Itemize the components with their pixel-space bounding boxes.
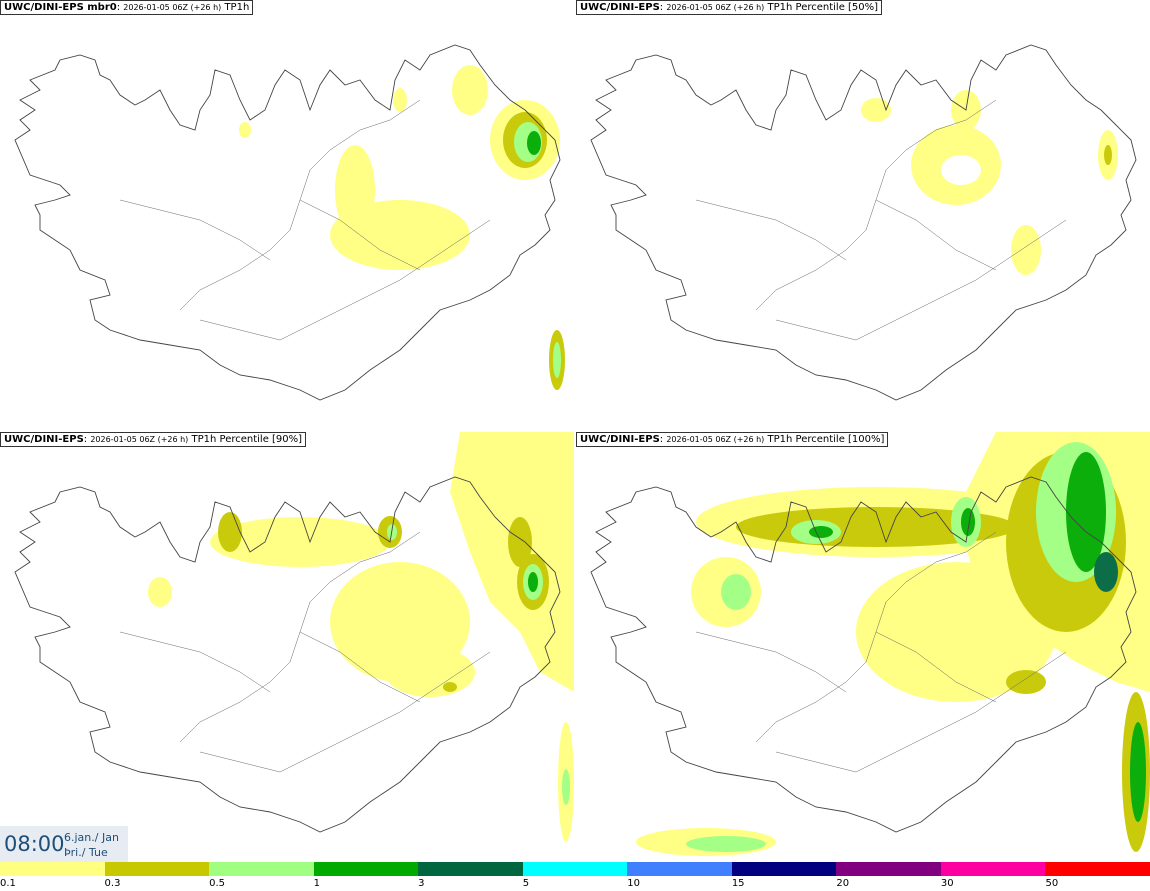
legend-swatch xyxy=(418,862,524,876)
precip-legend: 0.1 0.3 0.5 1 3 5 10 15 20 30 50 xyxy=(0,862,1150,891)
legend-swatch xyxy=(209,862,315,876)
field-name: TP1h xyxy=(224,2,250,13)
model-name: UWC/DINI-EPS xyxy=(4,434,84,445)
legend-label: 20 xyxy=(836,878,850,889)
valid-date-line1: 6.jan./ Jan xyxy=(64,831,119,844)
legend-label: 0.1 xyxy=(0,878,16,889)
panel-title: UWC/DINI-EPS mbr0: 2026-01-05 06Z (+26 h… xyxy=(0,0,254,15)
run-time: 2026-01-05 06Z (+26 h) xyxy=(90,435,189,444)
field-name: TP1h Percentile [100%] xyxy=(767,434,885,445)
field-name: TP1h Percentile [50%] xyxy=(767,2,879,13)
run-time: 2026-01-05 06Z (+26 h) xyxy=(123,3,222,12)
precip-map xyxy=(14,44,565,401)
valid-date-line2: Þri./ Tue xyxy=(64,846,108,859)
run-time: 2026-01-05 06Z (+26 h) xyxy=(666,3,765,12)
panel-title: UWC/DINI-EPS: 2026-01-05 06Z (+26 h) TP1… xyxy=(576,0,883,15)
panel-title: UWC/DINI-EPS: 2026-01-05 06Z (+26 h) TP1… xyxy=(0,432,307,447)
legend-swatch xyxy=(0,862,106,876)
valid-time-box: 08:00 6.jan./ Jan Þri./ Tue xyxy=(0,826,128,862)
panel-divider xyxy=(574,0,576,862)
legend-swatch xyxy=(627,862,733,876)
model-name: UWC/DINI-EPS xyxy=(580,2,660,13)
legend-label: 5 xyxy=(522,878,530,889)
legend-swatch xyxy=(836,862,942,876)
legend-label: 0.3 xyxy=(104,878,121,889)
legend-swatch xyxy=(313,862,420,876)
precip-map xyxy=(590,44,1137,401)
map-panel-mbr0: UWC/DINI-EPS mbr0: 2026-01-05 06Z (+26 h… xyxy=(0,0,574,430)
map-panel-p50: UWC/DINI-EPS: 2026-01-05 06Z (+26 h) TP1… xyxy=(576,0,1150,430)
precip-map xyxy=(14,432,574,842)
field-name: TP1h Percentile [90%] xyxy=(191,434,303,445)
legend-swatch xyxy=(522,862,629,876)
model-name: UWC/DINI-EPS xyxy=(580,434,660,445)
legend-label: 0.5 xyxy=(209,878,225,889)
legend-label: 10 xyxy=(627,878,640,889)
run-time: 2026-01-05 06Z (+26 h) xyxy=(666,435,765,444)
legend-label: 50 xyxy=(1045,878,1059,889)
map-panel-p100: UWC/DINI-EPS: 2026-01-05 06Z (+26 h) TP1… xyxy=(576,432,1150,862)
legend-label: 30 xyxy=(940,878,954,889)
legend-label: 1 xyxy=(313,878,320,889)
precip-map xyxy=(590,432,1150,856)
map-panel-p90: UWC/DINI-EPS: 2026-01-05 06Z (+26 h) TP1… xyxy=(0,432,574,862)
legend-label: 15 xyxy=(731,878,745,889)
legend-swatch xyxy=(731,862,838,876)
legend-swatch xyxy=(104,862,211,876)
legend-swatch xyxy=(940,862,1047,876)
model-name: UWC/DINI-EPS mbr0 xyxy=(4,2,117,13)
panel-title: UWC/DINI-EPS: 2026-01-05 06Z (+26 h) TP1… xyxy=(576,432,889,447)
legend-swatch xyxy=(1045,862,1150,876)
legend-label: 3 xyxy=(418,878,425,889)
valid-time-clock: 08:00 xyxy=(4,832,65,856)
